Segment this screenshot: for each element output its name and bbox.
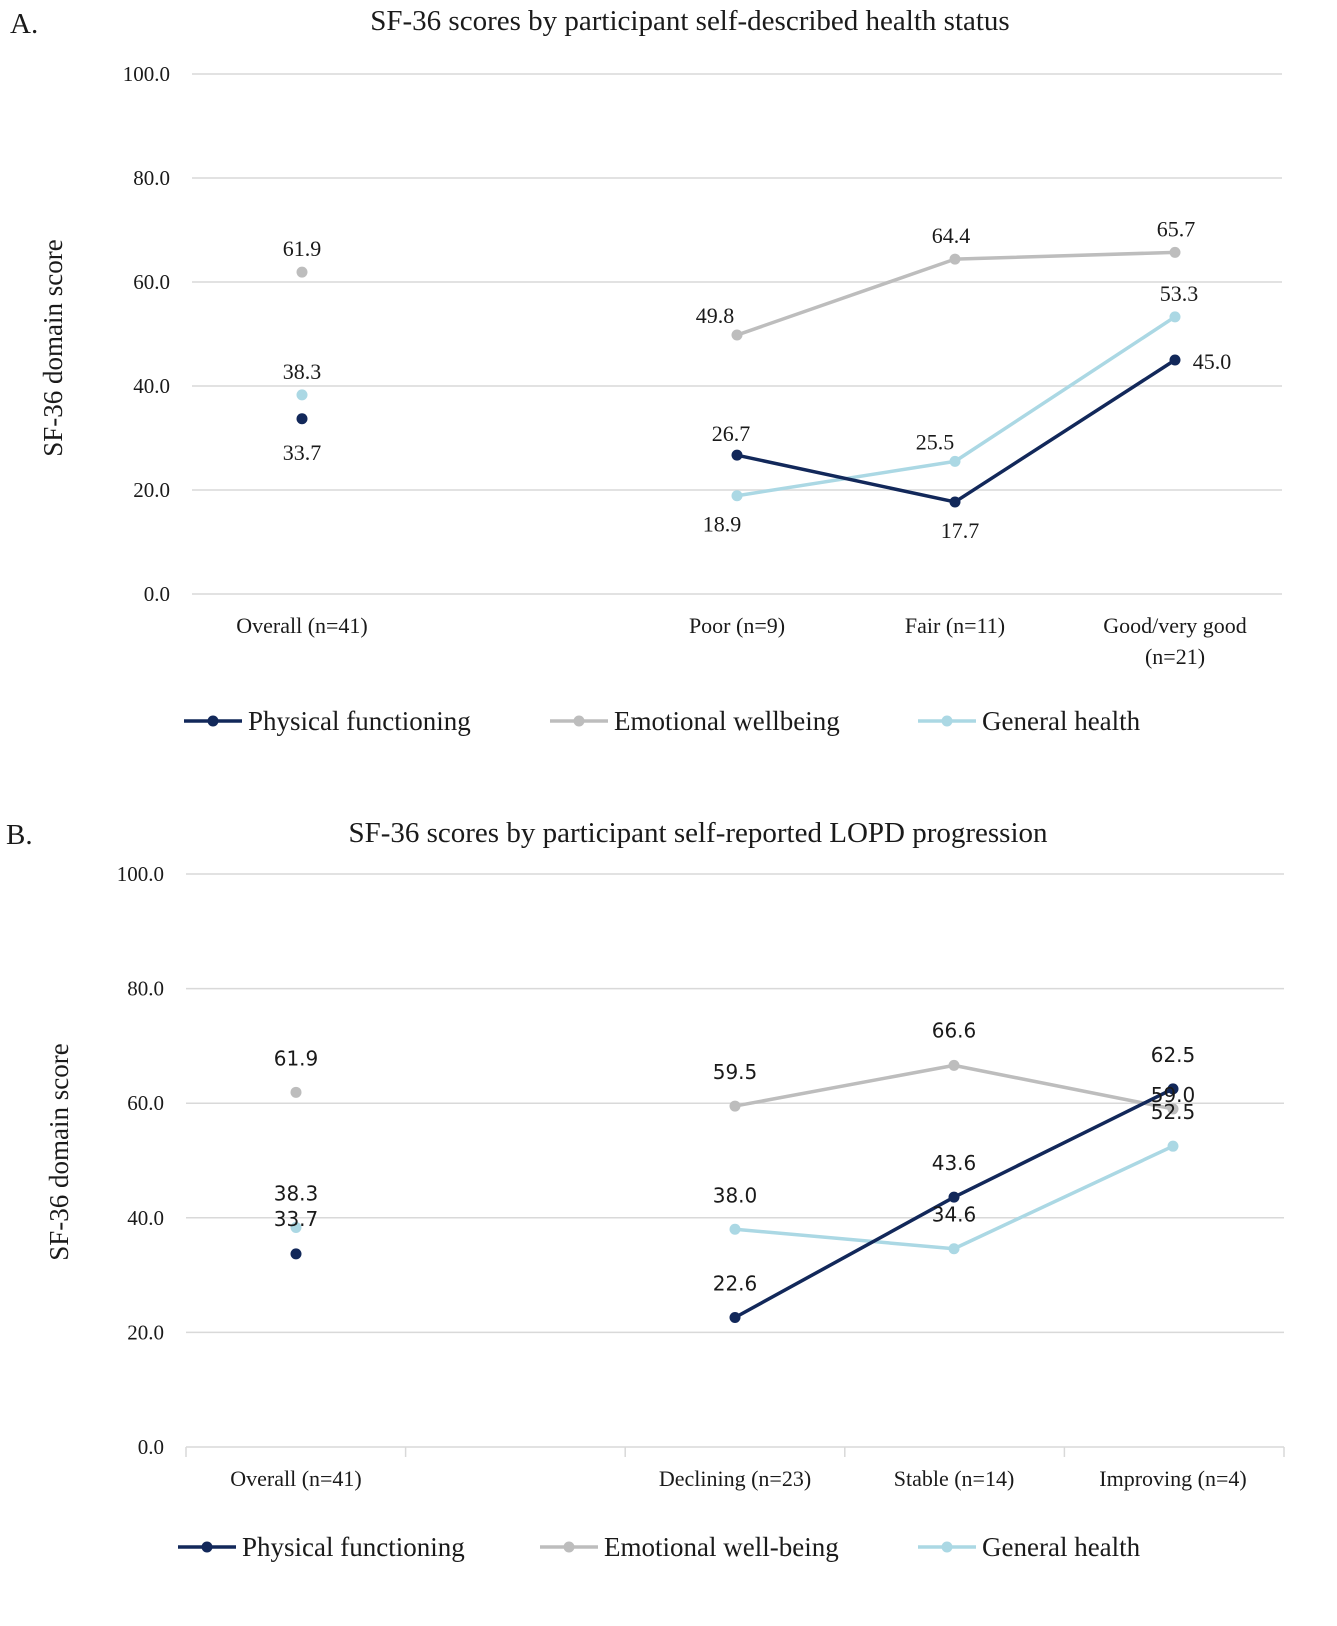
x-category-label: Poor (n=9) (689, 613, 785, 638)
y-tick-label: 20.0 (133, 478, 170, 502)
data-point (1167, 1083, 1179, 1095)
data-label: 61.9 (274, 1046, 319, 1070)
x-category-label: Declining (n=23) (659, 1466, 811, 1491)
data-point (729, 1100, 741, 1112)
x-category-label: Good/very good (1103, 613, 1247, 638)
data-label: 38.3 (274, 1182, 319, 1206)
data-label: 38.3 (283, 359, 322, 384)
data-point (290, 1248, 302, 1260)
legend-entry: Emotional wellbeing (614, 706, 840, 736)
data-point (948, 1243, 960, 1255)
y-axis-label: SF-36 domain score (38, 239, 68, 456)
chart-title: SF-36 scores by participant self-reporte… (348, 817, 1048, 849)
data-point (1167, 1140, 1179, 1152)
y-tick-label: 0.0 (144, 582, 170, 606)
x-category-label: Overall (n=41) (236, 613, 368, 638)
chart-title: SF-36 scores by participant self-describ… (370, 5, 1009, 37)
data-point (731, 329, 743, 341)
y-tick-label: 60.0 (127, 1091, 164, 1115)
data-label: 34.6 (932, 1203, 977, 1227)
data-label: 59.0 (1151, 1083, 1196, 1107)
series-line-emotional-well-being (734, 1063, 1174, 1111)
legend-entry: General health (982, 1532, 1141, 1562)
data-label: 45.0 (1193, 349, 1232, 374)
legend-entry: General health (982, 706, 1141, 736)
series-line-physical-functioning (736, 358, 1176, 504)
data-label: 53.3 (1160, 281, 1199, 306)
data-point (1169, 311, 1181, 323)
data-label: 25.5 (916, 429, 955, 454)
y-tick-label: 20.0 (127, 1320, 164, 1344)
data-point (1169, 354, 1181, 366)
legend-entry: Emotional well-being (604, 1532, 839, 1562)
data-point (949, 496, 961, 508)
data-label: 52.5 (1151, 1100, 1196, 1124)
data-point (731, 449, 743, 461)
data-point (1169, 246, 1181, 258)
data-label: 49.8 (696, 303, 735, 328)
data-label: 65.7 (1157, 216, 1196, 241)
data-label: 26.7 (712, 421, 751, 446)
x-category-label: Overall (n=41) (230, 1466, 362, 1491)
data-point (1167, 1103, 1179, 1115)
data-point (729, 1312, 741, 1324)
data-label: 62.5 (1151, 1043, 1196, 1067)
data-label: 33.7 (283, 440, 322, 465)
legend-swatch-marker (563, 1541, 575, 1553)
data-point (949, 253, 961, 265)
data-point (296, 389, 308, 401)
legend-swatch-marker (941, 715, 953, 727)
data-label: 33.7 (274, 1207, 319, 1231)
data-label: 17.7 (941, 518, 980, 543)
legend-swatch-marker (201, 1541, 213, 1553)
x-category-label: Fair (n=11) (905, 613, 1005, 638)
legend-entry: Physical functioning (242, 1532, 465, 1562)
x-category-label: Stable (n=14) (894, 1466, 1015, 1491)
data-point (948, 1059, 960, 1071)
panel-letter: B. (6, 819, 33, 851)
y-tick-label: 100.0 (117, 862, 164, 886)
data-point (949, 455, 961, 467)
x-category-label: Improving (n=4) (1099, 1466, 1246, 1491)
data-label: 18.9 (703, 512, 742, 537)
y-tick-label: 80.0 (133, 166, 170, 190)
y-axis-label: SF-36 domain score (44, 1043, 74, 1260)
panel-letter: A. (10, 8, 38, 40)
legend-swatch-marker (207, 715, 219, 727)
data-label: 43.6 (932, 1151, 977, 1175)
data-point (296, 266, 308, 278)
data-label: 66.6 (932, 1018, 977, 1042)
legend-swatch-marker (941, 1541, 953, 1553)
data-point (948, 1191, 960, 1203)
data-point (296, 413, 308, 425)
data-label: 59.5 (713, 1060, 758, 1084)
data-point (290, 1222, 302, 1234)
data-label: 61.9 (283, 236, 322, 261)
chart-panel-b: B. SF-36 scores by participant self-repor… (6, 817, 1285, 1562)
data-label: 38.0 (713, 1183, 758, 1207)
series-line-emotional-wellbeing (736, 250, 1176, 337)
y-tick-label: 40.0 (133, 374, 170, 398)
y-tick-label: 80.0 (127, 977, 164, 1001)
chart-panel-a: A. SF-36 scores by participant self-descr… (10, 5, 1282, 736)
y-tick-label: 100.0 (123, 62, 170, 86)
legend-swatch-marker (573, 715, 585, 727)
data-label: 64.4 (932, 223, 971, 248)
data-point (731, 490, 743, 502)
data-label: 22.6 (713, 1272, 758, 1296)
y-tick-label: 40.0 (127, 1206, 164, 1230)
y-tick-label: 0.0 (138, 1435, 164, 1459)
y-tick-label: 60.0 (133, 270, 170, 294)
x-category-label: (n=21) (1145, 644, 1205, 669)
data-point (729, 1223, 741, 1235)
data-point (290, 1086, 302, 1098)
legend-entry: Physical functioning (248, 706, 471, 736)
